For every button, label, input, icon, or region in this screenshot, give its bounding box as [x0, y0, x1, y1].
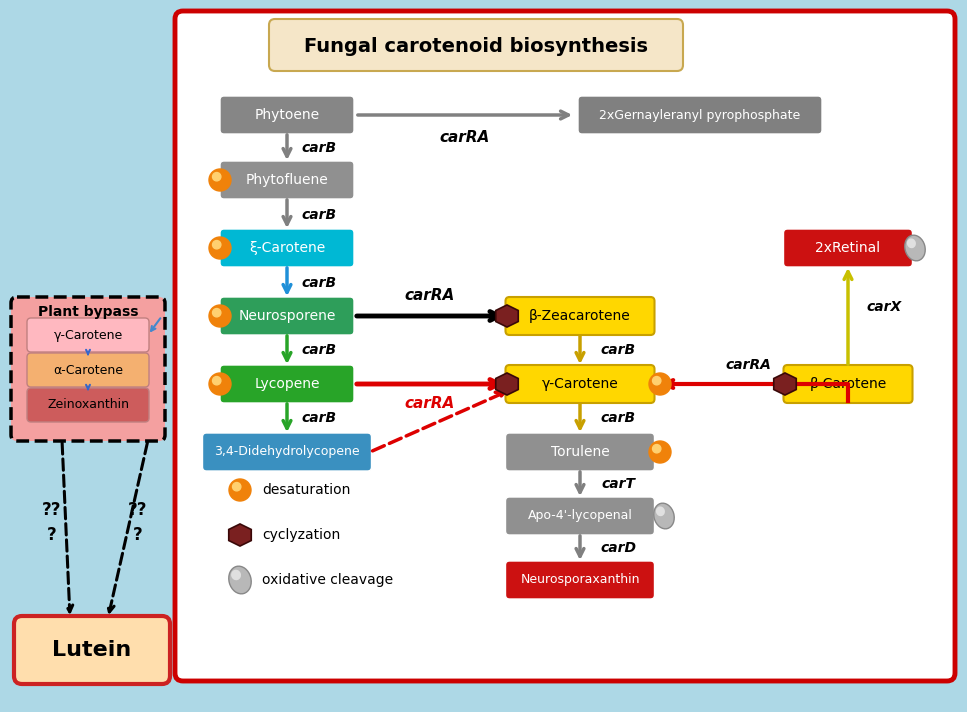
Text: carB: carB — [601, 343, 635, 357]
FancyBboxPatch shape — [220, 161, 354, 199]
Text: carRA: carRA — [405, 395, 455, 411]
Circle shape — [213, 241, 220, 249]
FancyBboxPatch shape — [506, 433, 655, 471]
Circle shape — [209, 169, 231, 191]
Text: carX: carX — [866, 300, 901, 314]
Text: carD: carD — [600, 541, 636, 555]
Circle shape — [209, 305, 231, 327]
FancyBboxPatch shape — [27, 353, 149, 387]
Text: carRA: carRA — [440, 130, 490, 145]
Text: carB: carB — [601, 411, 635, 425]
Text: β-Carotene: β-Carotene — [809, 377, 887, 391]
Text: ?: ? — [133, 526, 143, 544]
FancyBboxPatch shape — [27, 318, 149, 352]
Circle shape — [653, 444, 660, 453]
Circle shape — [649, 373, 671, 395]
Text: Neurosporaxanthin: Neurosporaxanthin — [520, 573, 640, 587]
Text: Lutein: Lutein — [52, 640, 132, 660]
Text: γ-Carotene: γ-Carotene — [542, 377, 618, 391]
Text: 3,4-Didehydrolycopene: 3,4-Didehydrolycopene — [214, 446, 360, 459]
Polygon shape — [496, 305, 518, 327]
Polygon shape — [496, 373, 518, 395]
Text: Phytoene: Phytoene — [254, 108, 319, 122]
Circle shape — [209, 237, 231, 259]
Text: ?: ? — [47, 526, 57, 544]
Circle shape — [213, 377, 220, 385]
Text: Plant bypass: Plant bypass — [38, 305, 138, 319]
Text: carB: carB — [302, 141, 337, 155]
Text: cyclyzation: cyclyzation — [262, 528, 340, 542]
Ellipse shape — [229, 566, 251, 594]
Text: Phytofluene: Phytofluene — [246, 173, 329, 187]
Circle shape — [232, 483, 241, 491]
Text: 2xGernayleranyl pyrophosphate: 2xGernayleranyl pyrophosphate — [600, 108, 801, 122]
FancyBboxPatch shape — [14, 616, 170, 684]
FancyBboxPatch shape — [11, 297, 165, 441]
Polygon shape — [774, 373, 796, 395]
FancyBboxPatch shape — [220, 365, 354, 403]
Text: γ-Carotene: γ-Carotene — [53, 328, 123, 342]
Text: ξ-Carotene: ξ-Carotene — [249, 241, 325, 255]
Text: carT: carT — [601, 477, 635, 491]
Text: β-Zeacarotene: β-Zeacarotene — [529, 309, 630, 323]
FancyBboxPatch shape — [783, 229, 913, 267]
Circle shape — [649, 441, 671, 463]
Text: carB: carB — [302, 343, 337, 357]
Circle shape — [653, 377, 660, 385]
Circle shape — [209, 373, 231, 395]
Circle shape — [213, 172, 220, 181]
FancyBboxPatch shape — [783, 365, 913, 403]
FancyBboxPatch shape — [220, 96, 354, 134]
Text: Zeinoxanthin: Zeinoxanthin — [47, 399, 129, 412]
Text: Torulene: Torulene — [550, 445, 609, 459]
FancyBboxPatch shape — [202, 433, 371, 471]
FancyBboxPatch shape — [506, 365, 655, 403]
Ellipse shape — [656, 506, 665, 516]
Text: Lycopene: Lycopene — [254, 377, 320, 391]
Text: 2xRetinal: 2xRetinal — [815, 241, 881, 255]
FancyBboxPatch shape — [27, 388, 149, 422]
FancyBboxPatch shape — [269, 19, 683, 71]
Ellipse shape — [654, 503, 674, 529]
Text: Apo-4'-lycopenal: Apo-4'-lycopenal — [528, 510, 632, 523]
Ellipse shape — [907, 239, 916, 248]
Text: Neurosporene: Neurosporene — [238, 309, 336, 323]
Text: Fungal carotenoid biosynthesis: Fungal carotenoid biosynthesis — [304, 38, 648, 56]
Ellipse shape — [905, 235, 925, 261]
Text: carB: carB — [302, 411, 337, 425]
FancyBboxPatch shape — [506, 561, 655, 599]
Text: desaturation: desaturation — [262, 483, 350, 497]
Circle shape — [213, 308, 220, 317]
FancyBboxPatch shape — [220, 229, 354, 267]
Text: ??: ?? — [129, 501, 148, 519]
Ellipse shape — [231, 570, 241, 580]
FancyBboxPatch shape — [578, 96, 822, 134]
FancyBboxPatch shape — [506, 497, 655, 535]
Text: carB: carB — [302, 276, 337, 290]
Text: oxidative cleavage: oxidative cleavage — [262, 573, 394, 587]
FancyBboxPatch shape — [506, 297, 655, 335]
Polygon shape — [229, 524, 251, 546]
Text: ??: ?? — [43, 501, 62, 519]
Text: carRA: carRA — [405, 288, 455, 303]
Text: carB: carB — [302, 208, 337, 222]
Text: carRA: carRA — [725, 358, 771, 372]
Circle shape — [229, 479, 251, 501]
FancyBboxPatch shape — [220, 297, 354, 335]
FancyBboxPatch shape — [175, 11, 955, 681]
Text: α-Carotene: α-Carotene — [53, 364, 123, 377]
